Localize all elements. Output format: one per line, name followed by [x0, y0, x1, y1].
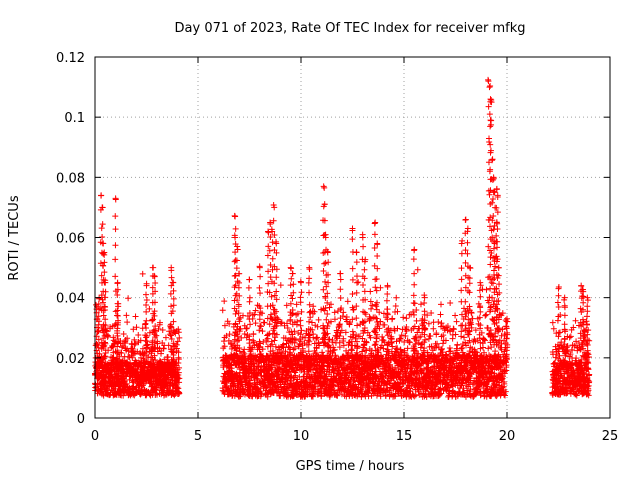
x-tick-label: 5 [194, 429, 202, 444]
x-tick-label: 25 [602, 429, 619, 444]
y-tick-label: 0.06 [56, 232, 85, 247]
y-tick-label: 0.12 [56, 51, 85, 66]
x-tick-label: 20 [499, 429, 516, 444]
y-tick-label: 0.1 [64, 111, 85, 126]
chart-title: Day 071 of 2023, Rate Of TEC Index for r… [175, 21, 526, 36]
y-tick-label: 0.02 [56, 352, 85, 367]
data-points [92, 76, 593, 400]
axis-ticks: 0 5 10 15 20 25 0 0.02 0.04 0.06 0.08 0.1 0.12 [56, 51, 618, 444]
x-tick-label: 0 [91, 429, 99, 444]
y-tick-label: 0 [77, 412, 85, 427]
x-tick-label: 10 [293, 429, 310, 444]
y-tick-label: 0.04 [56, 292, 85, 307]
x-tick-label: 15 [396, 429, 413, 444]
roti-data-markers [92, 76, 593, 400]
y-axis-label: ROTI / TECUs [7, 195, 22, 280]
x-axis-label: GPS time / hours [296, 459, 405, 474]
y-tick-label: 0.08 [56, 171, 85, 186]
